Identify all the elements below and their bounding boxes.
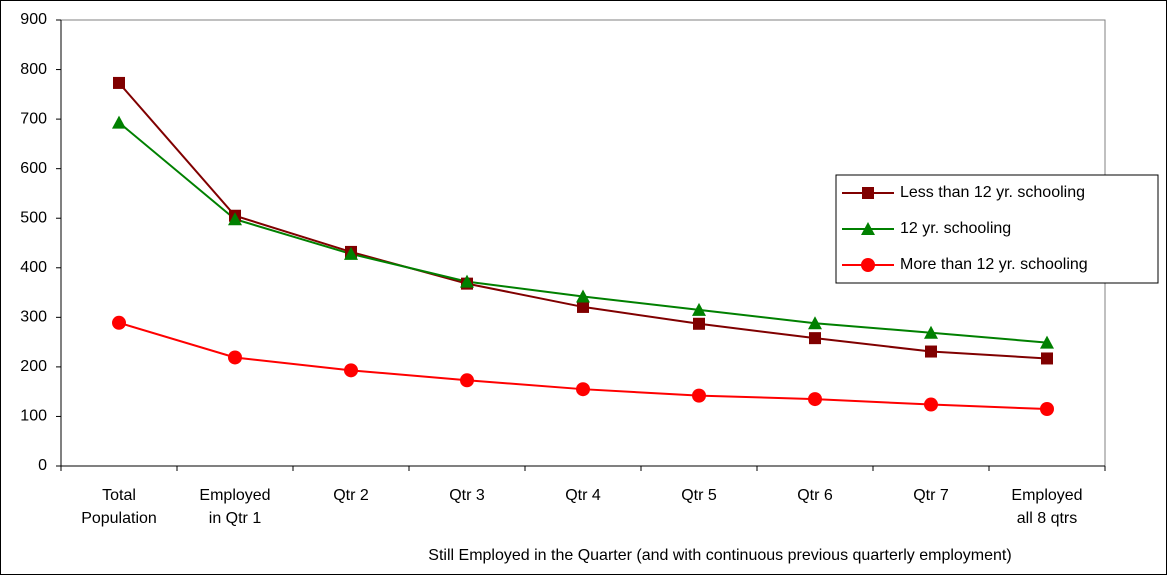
- marker: [1040, 335, 1054, 349]
- y-tick-label: 100: [20, 408, 47, 425]
- x-tick-label: Qtr 4: [565, 487, 601, 504]
- legend: Less than 12 yr. schooling 12 yr. schooli…: [835, 174, 1159, 284]
- y-tick-label: 300: [20, 309, 47, 326]
- x-tick-label: Employed in Qtr 1: [199, 487, 271, 527]
- marker: [808, 316, 822, 330]
- marker: [228, 350, 242, 365]
- y-tick-label: 400: [20, 259, 47, 276]
- marker: [924, 397, 938, 412]
- marker: [576, 382, 590, 397]
- x-tick-label: Employed all 8 qtrs: [1011, 487, 1083, 527]
- marker: [692, 302, 706, 316]
- marker: [460, 274, 474, 288]
- marker: [112, 115, 126, 129]
- x-axis-title: Still Employed in the Quarter (and with …: [428, 547, 1011, 564]
- marker: [344, 246, 358, 260]
- marker: [809, 332, 821, 345]
- marker: [1040, 402, 1054, 417]
- marker: [692, 388, 706, 403]
- y-tick-label: 800: [20, 61, 47, 78]
- marker: [808, 392, 822, 407]
- legend-label: 12 yr. schooling: [900, 220, 1011, 237]
- marker: [1041, 352, 1053, 365]
- y-tick-label: 700: [20, 110, 47, 127]
- x-tick-label: Qtr 2: [333, 487, 369, 504]
- marker: [693, 317, 705, 330]
- marker: [925, 345, 937, 358]
- marker: [577, 300, 589, 313]
- x-tick-label: Qtr 7: [913, 487, 949, 504]
- marker: [862, 187, 874, 199]
- marker: [344, 363, 358, 378]
- marker: [861, 222, 875, 235]
- marker: [576, 289, 590, 303]
- marker: [924, 325, 938, 339]
- x-tick-label: Qtr 3: [449, 487, 485, 504]
- y-tick-label: 0: [38, 457, 47, 474]
- marker: [460, 373, 474, 388]
- marker: [113, 76, 125, 89]
- legend-label: More than 12 yr. schooling: [900, 256, 1088, 273]
- y-tick-label: 900: [20, 11, 47, 28]
- y-tick-label: 200: [20, 358, 47, 375]
- x-tick-label: Qtr 5: [681, 487, 717, 504]
- x-tick-label: Total Population: [81, 487, 157, 527]
- y-tick-label: 600: [20, 160, 47, 177]
- y-tick-label: 500: [20, 209, 47, 226]
- legend-label: Less than 12 yr. schooling: [900, 184, 1085, 201]
- marker: [228, 212, 242, 226]
- marker: [861, 258, 875, 272]
- x-tick-label: Qtr 6: [797, 487, 833, 504]
- marker: [112, 315, 126, 330]
